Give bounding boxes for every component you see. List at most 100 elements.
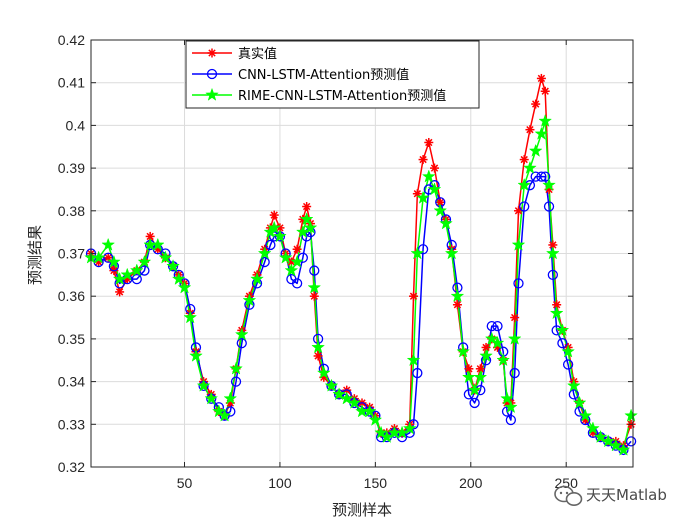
data-point-series-2 — [267, 220, 282, 234]
data-point-series-2 — [450, 288, 465, 303]
data-point-series-1 — [236, 338, 247, 349]
data-point-series-2 — [242, 293, 257, 307]
data-point-series-0 — [302, 202, 312, 212]
data-point-series-1 — [103, 252, 114, 263]
data-point-series-1 — [291, 278, 303, 289]
data-point-series-1 — [297, 252, 308, 263]
data-point-series-1 — [492, 320, 503, 332]
series-markers — [84, 73, 638, 456]
data-point-series-2 — [223, 391, 238, 405]
data-point-series-2 — [545, 246, 560, 260]
x-axis-title: 预测样本 — [332, 501, 392, 519]
data-point-series-0 — [424, 137, 434, 147]
data-point-series-1 — [469, 397, 480, 409]
data-point-series-2 — [257, 246, 272, 260]
data-point-series-1 — [417, 244, 429, 255]
data-point-series-0 — [513, 206, 523, 216]
data-point-series-1 — [505, 414, 517, 426]
data-point-series-2 — [566, 378, 581, 392]
y-axis-title: 预测结果 — [26, 225, 44, 285]
data-point-series-2 — [421, 169, 436, 183]
legend-marker — [205, 87, 219, 101]
y-tick-label: 0.34 — [58, 374, 85, 390]
data-point-series-2 — [402, 421, 417, 435]
data-point-series-2 — [250, 271, 264, 285]
y-tick-label: 0.35 — [58, 331, 85, 347]
data-point-series-2 — [572, 395, 587, 409]
data-point-series-2 — [473, 370, 488, 384]
data-point-series-2 — [479, 348, 493, 362]
data-point-series-2 — [234, 327, 249, 341]
data-point-series-1 — [463, 389, 475, 400]
legend-marker — [206, 68, 218, 80]
data-point-series-0 — [452, 300, 462, 310]
data-point-series-2 — [196, 378, 211, 392]
data-point-series-1 — [547, 269, 558, 281]
data-point-series-2 — [150, 237, 165, 251]
data-point-series-2 — [593, 429, 608, 443]
y-tick-label: 0.32 — [58, 459, 85, 475]
data-point-series-1 — [131, 273, 142, 285]
data-point-series-2 — [106, 254, 121, 268]
data-point-series-0 — [269, 210, 279, 220]
data-point-series-2 — [456, 344, 471, 358]
data-point-series-2 — [278, 250, 293, 264]
watermark: 天天Matlab — [554, 485, 667, 506]
data-point-series-2 — [608, 438, 623, 452]
data-point-series-2 — [439, 216, 453, 230]
data-point-series-2 — [284, 263, 299, 277]
data-point-series-1 — [536, 171, 547, 182]
data-point-series-2 — [461, 370, 476, 384]
data-point-series-2 — [444, 246, 459, 260]
data-point-series-2 — [183, 310, 198, 324]
data-point-series-2 — [496, 352, 511, 367]
x-tick-label: 50 — [177, 475, 193, 491]
axis-ticks: 50 100 150 200 2500.320.330.340.350.360.370.… — [58, 32, 633, 491]
data-point-series-1 — [259, 256, 270, 268]
data-point-series-2 — [368, 412, 383, 426]
legend-item: 真实值 — [192, 46, 277, 62]
data-point-series-1 — [412, 367, 423, 379]
y-tick-label: 0.4 — [66, 117, 86, 133]
x-tick-label: 100 — [268, 475, 292, 491]
legend-marker — [207, 48, 217, 58]
legend-item: CNN-LSTM-Attention预测值 — [192, 67, 409, 83]
data-point-series-2 — [517, 177, 532, 192]
data-point-series-2 — [177, 280, 192, 294]
data-point-series-2 — [433, 203, 448, 217]
data-point-series-2 — [507, 331, 522, 345]
data-point-series-2 — [273, 229, 287, 243]
y-tick-label: 0.33 — [58, 416, 85, 432]
legend-label: 真实值 — [238, 46, 277, 62]
data-point-series-2 — [332, 387, 347, 401]
data-point-series-2 — [427, 182, 442, 196]
data-point-series-0 — [510, 313, 520, 323]
data-point-series-2 — [311, 340, 326, 354]
data-point-series-2 — [549, 306, 564, 320]
y-tick-label: 0.36 — [58, 288, 85, 304]
data-point-series-1 — [309, 265, 320, 276]
x-tick-label: 150 — [364, 475, 388, 491]
data-point-series-2 — [204, 391, 219, 405]
data-point-series-0 — [309, 291, 319, 301]
data-point-series-2 — [217, 408, 232, 422]
data-point-series-2 — [307, 280, 322, 294]
data-point-series-1 — [486, 320, 497, 332]
data-point-series-2 — [347, 395, 362, 409]
legend-item: RIME-CNN-LSTM-Attention预测值 — [192, 87, 446, 104]
data-point-series-2 — [410, 246, 425, 260]
legend: 真实值 CNN-LSTM-Attention预测值 RIME-CNN-LSTM-At… — [185, 40, 480, 109]
legend-label: RIME-CNN-LSTM-Attention预测值 — [238, 88, 446, 104]
data-point-series-2 — [528, 143, 543, 157]
data-point-series-1 — [574, 406, 585, 417]
data-point-series-1 — [543, 201, 555, 212]
data-point-series-1 — [540, 171, 551, 182]
y-tick-label: 0.42 — [58, 32, 85, 48]
data-point-series-2 — [586, 421, 600, 435]
data-point-series-2 — [229, 361, 243, 375]
data-point-series-2 — [101, 237, 116, 251]
data-point-series-0 — [531, 99, 541, 109]
watermark-text: 天天Matlab — [586, 486, 667, 504]
data-point-series-2 — [578, 408, 593, 422]
